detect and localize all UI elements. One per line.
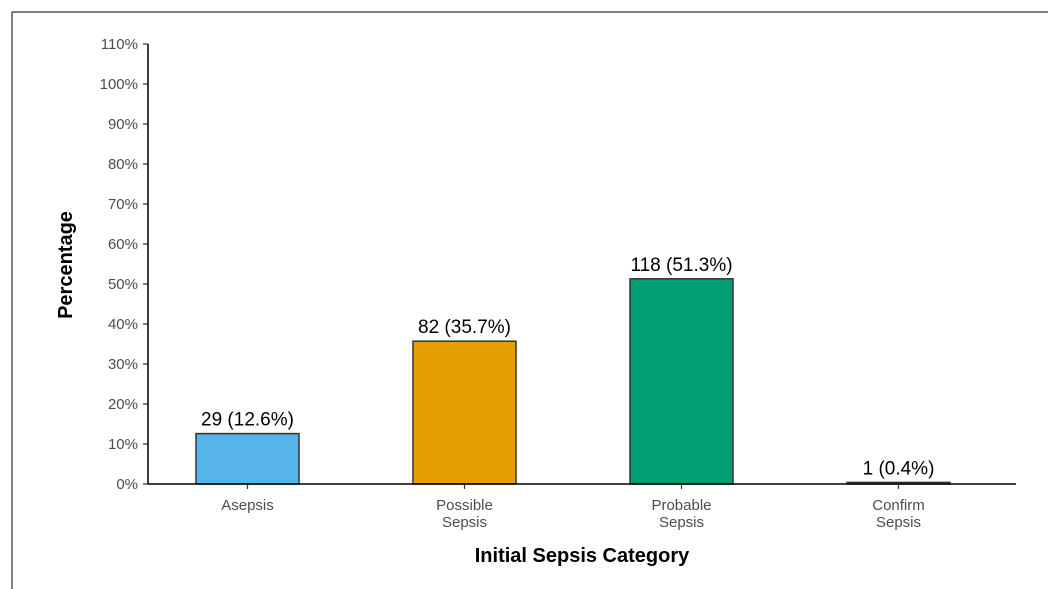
y-tick-label: 90%: [108, 116, 138, 133]
x-tick-label: Probable: [651, 497, 711, 514]
x-tick-label: Asepsis: [221, 497, 274, 514]
bar-data-label: 1 (0.4%): [863, 458, 935, 479]
x-tick-label: Sepsis: [876, 514, 921, 531]
bar-data-labels: 29 (12.6%) 82 (35.7%) 118 (51.3%) 1 (0.4%): [201, 255, 934, 480]
y-tick-label: 80%: [108, 156, 138, 173]
y-tick-label: 20%: [108, 396, 138, 413]
y-axis-title: Percentage: [55, 211, 77, 319]
y-tick-label: 10%: [108, 436, 138, 453]
bar: [629, 278, 734, 485]
bar: [412, 340, 517, 485]
x-tick-label: Possible: [436, 497, 493, 514]
y-tick-label: 50%: [108, 276, 138, 293]
x-tick-label: Sepsis: [442, 514, 487, 531]
y-tick-label: 110%: [101, 36, 138, 53]
bar-data-label: 118 (51.3%): [630, 255, 732, 276]
bar: [195, 432, 300, 485]
y-tick-label: 70%: [108, 196, 138, 213]
x-tick-label: Sepsis: [659, 514, 704, 531]
x-axis-title: Initial Sepsis Category: [475, 545, 690, 567]
x-tick-label: Confirm: [872, 497, 925, 514]
bars: [195, 278, 951, 485]
y-tick-label: 30%: [108, 356, 138, 373]
y-tick-label: 60%: [108, 236, 138, 253]
y-tick-label: 100%: [100, 76, 138, 93]
y-tick-label: 0%: [116, 476, 138, 493]
bar-data-label: 82 (35.7%): [418, 317, 511, 338]
x-axis-ticks: Asepsis PossibleSepsisProbableSepsisConfi…: [221, 484, 925, 531]
bar-data-label: 29 (12.6%): [201, 410, 294, 431]
y-axis-ticks: 0% 10% 20% 30% 40% 50% 60% 70% 80% 90% 100% 110%: [100, 36, 148, 493]
y-tick-label: 40%: [108, 316, 138, 333]
